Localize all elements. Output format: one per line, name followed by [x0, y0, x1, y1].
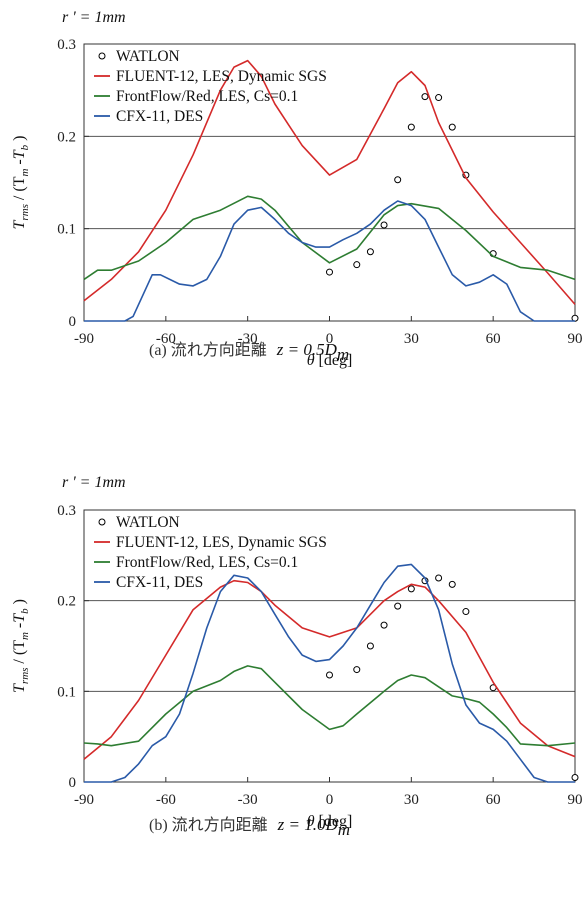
y-tick-label: 0.3 [57, 37, 76, 53]
watlon-data-point [448, 580, 456, 588]
y-label-sub: rms [19, 668, 31, 685]
x-axis-label: θ [deg] [307, 352, 353, 369]
panel-caption: (b) 流れ方向距離 z = 1.0Dm [149, 815, 350, 839]
x-tick-label: -60 [156, 331, 176, 347]
y-label-end: ) [11, 599, 28, 608]
x-tick-label: -60 [156, 792, 176, 808]
watlon-data-point [366, 642, 374, 650]
watlon-data-point [462, 608, 470, 616]
y-label-mid: -T [11, 149, 28, 168]
x-tick-label: 0 [326, 792, 334, 808]
y-axis-label: Trms / (Tm -Tb ) [11, 599, 31, 693]
series-line-1 [83, 579, 576, 760]
caption-variable: z = 1.0D [277, 815, 339, 834]
y-tick-label: 0.2 [57, 594, 76, 610]
y-label-sub2: m [19, 632, 31, 640]
y-tick-label: 0.1 [57, 684, 76, 700]
x-axis-unit: [deg] [315, 352, 353, 369]
legend-label-3: CFX-11, DES [116, 574, 203, 591]
radius-note: r ' = 1mm [62, 474, 126, 491]
x-axis-symbol: θ [307, 813, 315, 830]
watlon-data-point [421, 93, 429, 101]
series-line-2 [83, 195, 576, 281]
watlon-data-point [571, 773, 579, 781]
watlon-data-point [407, 585, 415, 593]
x-tick-label: 90 [568, 331, 583, 347]
legend-label-0: WATLON [116, 48, 180, 65]
y-tick-label: 0 [69, 775, 77, 791]
watlon-data-point [380, 221, 388, 229]
x-tick-label: -90 [74, 331, 94, 347]
x-tick-label: -30 [238, 792, 258, 808]
y-label-sub2: m [19, 169, 31, 177]
y-label-mid: -T [11, 613, 28, 632]
x-tick-label: 90 [568, 792, 583, 808]
watlon-data-point [435, 94, 443, 102]
y-label-sub3: b [19, 144, 31, 150]
x-tick-label: 60 [486, 331, 501, 347]
caption-subscript: m [337, 345, 349, 364]
x-tick-label: 30 [404, 331, 419, 347]
caption-subscript: m [338, 820, 350, 839]
legend-label-0: WATLON [116, 514, 180, 531]
legend-marker-0 [98, 518, 106, 526]
legend-label-1: FLUENT-12, LES, Dynamic SGS [116, 534, 327, 551]
x-axis-symbol: θ [307, 352, 315, 369]
caption-prefix: (b) 流れ方向距離 [149, 816, 268, 834]
caption-prefix: (a) 流れ方向距離 [149, 341, 267, 359]
y-tick-label: 0.3 [57, 503, 76, 519]
watlon-data-point [353, 261, 361, 269]
y-label-t: T [11, 219, 28, 229]
y-label-rest: / (T [11, 176, 28, 204]
y-label-sub: rms [19, 204, 31, 221]
y-label-t: T [11, 683, 28, 693]
series-line-3 [84, 200, 575, 322]
y-label-rest: / (T [11, 640, 28, 668]
y-label-sub3: b [19, 608, 31, 614]
watlon-data-point [353, 666, 361, 674]
y-tick-label: 0.1 [57, 222, 76, 238]
watlon-data-point [394, 602, 402, 610]
radius-note: r ' = 1mm [62, 9, 126, 26]
legend-label-1: FLUENT-12, LES, Dynamic SGS [116, 68, 327, 85]
legend-marker-0 [98, 52, 106, 60]
watlon-data-point [366, 248, 374, 256]
watlon-data-point [326, 671, 333, 679]
legend-label-3: CFX-11, DES [116, 108, 203, 125]
x-tick-label: 30 [404, 792, 419, 808]
y-label-end: ) [11, 136, 28, 145]
x-tick-label: 0 [326, 331, 334, 347]
watlon-data-point [407, 123, 415, 131]
x-tick-label: -90 [74, 792, 94, 808]
watlon-data-point [448, 123, 456, 131]
y-tick-label: 0 [69, 314, 77, 330]
series-line-2 [83, 665, 576, 747]
series-line-1 [83, 59, 576, 305]
x-axis-label: θ [deg] [307, 813, 353, 830]
chart-panel-a: r ' = 1mm 0 0.1 0.2 0.3 -90 -60 -30 0 30 60 90 θ [de… [11, 9, 583, 369]
y-tick-label: 0.2 [57, 129, 76, 145]
legend-label-2: FrontFlow/Red, LES, Cs=0.1 [116, 88, 298, 105]
x-axis-unit: [deg] [315, 813, 353, 830]
chart-panel-b: r ' = 1mm 0 0.1 0.2 0.3 -90 -60 -30 0 30 60 90 θ [de… [11, 474, 583, 839]
watlon-data-point [394, 176, 402, 184]
legend-label-2: FrontFlow/Red, LES, Cs=0.1 [116, 554, 298, 571]
watlon-data-point [380, 621, 388, 629]
watlon-data-point [435, 574, 443, 582]
series-line-3 [84, 563, 575, 783]
panel-caption: (a) 流れ方向距離 z = 0.5Dm [149, 340, 349, 364]
y-axis-label: Trms / (Tm -Tb ) [11, 136, 31, 230]
x-tick-label: 60 [486, 792, 501, 808]
caption-variable: z = 0.5D [276, 340, 338, 359]
x-tick-label: -30 [238, 331, 258, 347]
watlon-data-point [326, 268, 333, 276]
